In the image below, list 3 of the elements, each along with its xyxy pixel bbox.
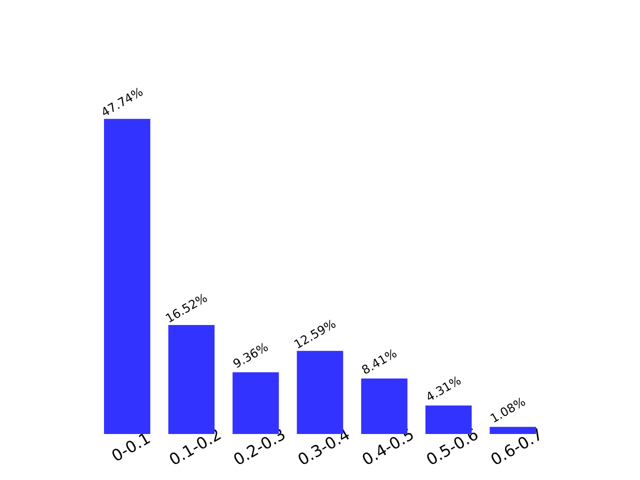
bar [104, 118, 150, 434]
bar [490, 426, 536, 434]
x-tick-label: 0-0.1 [108, 428, 154, 466]
